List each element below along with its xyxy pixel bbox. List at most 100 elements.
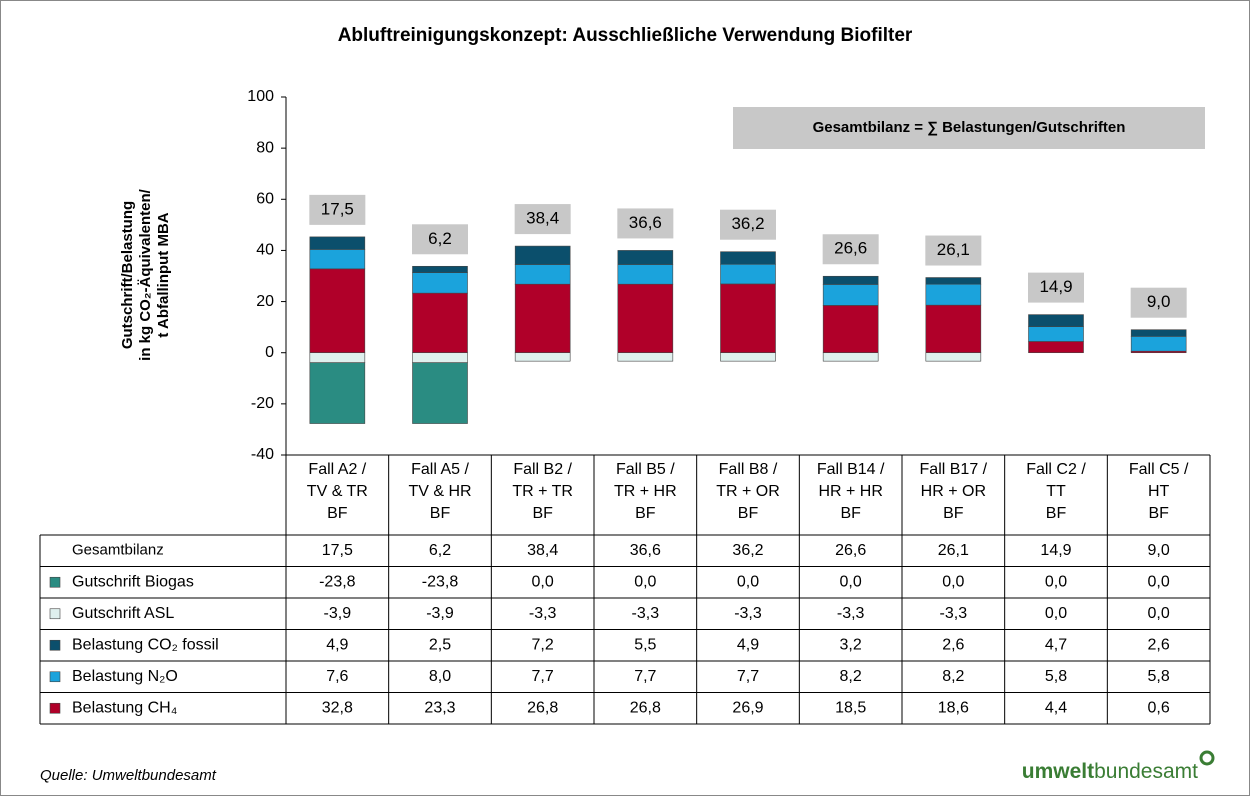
bar-segment — [617, 264, 674, 285]
bar-segment — [412, 265, 468, 273]
total-label-box — [514, 204, 571, 235]
logo-part: bundesamt — [1094, 760, 1198, 783]
total-label-box — [1130, 287, 1187, 318]
bar-segment — [1028, 341, 1084, 354]
table-cell: 8,2 — [942, 668, 964, 685]
total-label-box — [412, 224, 468, 255]
bar-segment — [720, 263, 776, 285]
y-tick-label: 60 — [256, 191, 274, 208]
total-label: 26,1 — [937, 240, 970, 259]
x-tick-label: BF — [532, 505, 553, 522]
x-tick-label: BF — [327, 505, 348, 522]
table-cell: 5,8 — [1045, 668, 1067, 685]
table-cell: -3,9 — [324, 605, 352, 622]
table-cell: 0,0 — [634, 573, 656, 590]
x-tick-label: Fall B2 / — [513, 461, 572, 478]
bar-segment — [925, 283, 982, 306]
table-cell: 4,7 — [1045, 636, 1067, 653]
table-cell: 0,0 — [1045, 573, 1067, 590]
x-tick-label: BF — [840, 505, 861, 522]
x-tick-label: Fall C5 / — [1129, 461, 1189, 478]
bar-segment — [1028, 326, 1084, 342]
table-cell: -3,3 — [632, 605, 660, 622]
bar-segment — [720, 352, 776, 362]
x-tick-label: Fall B8 / — [719, 461, 778, 478]
bar-segment — [309, 249, 366, 270]
legend-label: Belastung N₂O — [72, 668, 178, 685]
table-cell: 36,6 — [630, 542, 661, 559]
table-cell: 18,6 — [938, 699, 969, 716]
logo-part: umwelt — [1022, 760, 1094, 783]
x-tick-label: BF — [1148, 505, 1169, 522]
x-tick-label: Fall B5 / — [616, 461, 675, 478]
bar-segment — [412, 272, 468, 294]
table-cell: 2,5 — [429, 636, 451, 653]
total-label: 6,2 — [428, 229, 452, 248]
table-cell: 17,5 — [322, 542, 353, 559]
legend-swatch — [49, 702, 61, 714]
table-cell: 0,0 — [532, 573, 554, 590]
total-label-box — [309, 194, 366, 225]
table-cell: 38,4 — [527, 542, 558, 559]
bar-segment — [1130, 329, 1187, 337]
x-tick-label: TR + OR — [716, 483, 780, 500]
y-label-line: Gutschrift/Belastung — [119, 201, 136, 349]
table-cell: -3,9 — [426, 605, 454, 622]
table-cell: 26,8 — [630, 699, 661, 716]
table-cell: 26,8 — [527, 699, 558, 716]
table-cell: -3,3 — [940, 605, 968, 622]
table-cell: 7,7 — [737, 668, 759, 685]
legend-label: Gutschrift ASL — [72, 605, 174, 622]
total-label-box — [617, 208, 674, 239]
x-tick-label: Fall A5 / — [411, 461, 469, 478]
x-tick-label: BF — [738, 505, 759, 522]
bar-segment — [720, 283, 776, 354]
annotation: Gesamtbilanz = ∑ Belastungen/Gutschrifte… — [813, 119, 1126, 136]
x-tick-label: HR + OR — [921, 483, 986, 500]
table-cell: 26,6 — [835, 542, 866, 559]
table-cell: 32,8 — [322, 699, 353, 716]
table-row-label: Gesamtbilanz — [72, 542, 164, 559]
table-cell: 26,1 — [938, 542, 969, 559]
legend-swatch — [49, 576, 61, 588]
legend-swatch — [49, 639, 61, 651]
table-cell: -3,3 — [529, 605, 557, 622]
x-tick-label: Fall C2 / — [1026, 461, 1086, 478]
total-label-box — [925, 235, 982, 266]
bar-segment — [720, 251, 776, 265]
table-cell: -3,3 — [734, 605, 762, 622]
source: Quelle: Umweltbundesamt — [40, 767, 217, 784]
table-cell: 4,9 — [737, 636, 759, 653]
table-cell: 26,9 — [732, 699, 763, 716]
bar-segment — [617, 283, 674, 354]
y-label-line: t Abfallinput MBA — [155, 212, 172, 337]
bar-segment — [514, 352, 571, 362]
y-tick-label: 0 — [265, 344, 274, 361]
bar-segment — [309, 236, 366, 250]
bar-segment — [412, 362, 468, 424]
bar-segment — [822, 305, 879, 354]
chart-title: Abluftreinigungskonzept: Ausschließliche… — [338, 25, 913, 46]
legend-swatch — [49, 671, 61, 683]
x-tick-label: TV & HR — [408, 483, 471, 500]
bar-segment — [822, 275, 879, 285]
bar-segment — [925, 352, 982, 362]
y-tick-label: -20 — [251, 395, 274, 412]
bar-segment — [514, 245, 571, 265]
x-tick-label: BF — [430, 505, 451, 522]
table-cell: 9,0 — [1148, 542, 1170, 559]
table-cell: 4,9 — [326, 636, 348, 653]
x-tick-label: TR + TR — [512, 483, 573, 500]
x-tick-label: HR + HR — [818, 483, 882, 500]
legend-label: Gutschrift Biogas — [72, 573, 194, 590]
bar-segment — [925, 304, 982, 354]
bar-segment — [309, 268, 366, 354]
total-label: 14,9 — [1039, 277, 1072, 296]
table-cell: 5,5 — [634, 636, 656, 653]
table-cell: 0,0 — [737, 573, 759, 590]
total-label: 17,5 — [321, 199, 354, 218]
total-label-box — [1028, 272, 1084, 303]
table-cell: -23,8 — [319, 573, 356, 590]
table-cell: 36,2 — [732, 542, 763, 559]
